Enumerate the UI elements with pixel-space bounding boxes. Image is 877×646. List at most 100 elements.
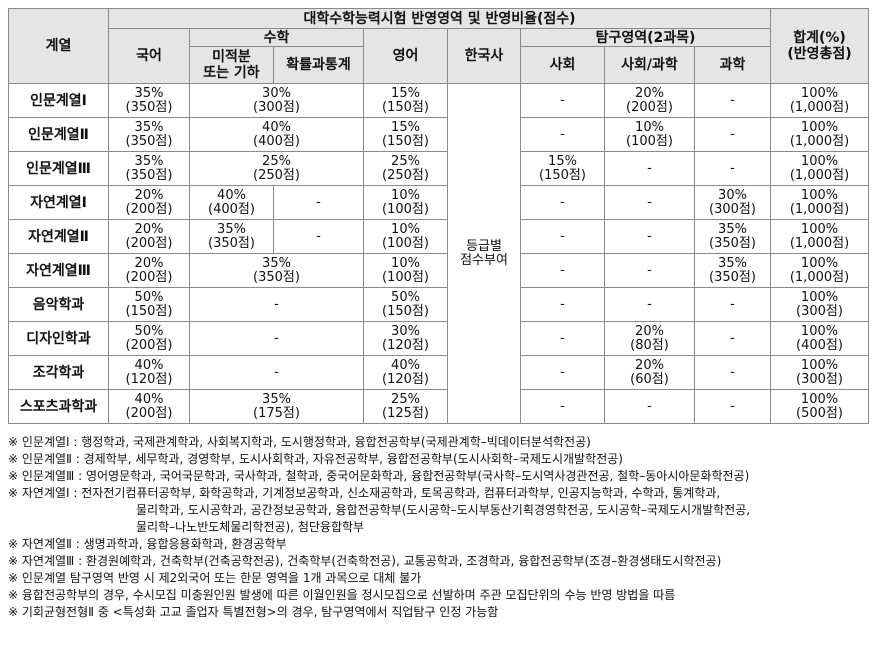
- note-line: ※ 인문계열Ⅰ : 행정학과, 국제관계학과, 사회복지학과, 도시행정학과, …: [8, 435, 591, 449]
- cell-science: 30% (300점): [693, 185, 772, 220]
- cell-social: -: [520, 321, 605, 356]
- header-category: 계열: [8, 8, 109, 84]
- cell-korean: 20% (200점): [108, 253, 190, 288]
- note-line: ※ 인문계열Ⅱ : 경제학부, 세무학과, 경영학부, 도시사회학과, 자유전공…: [8, 452, 623, 466]
- cell-math-combined: 25% (250점): [189, 151, 364, 186]
- cell-science: -: [693, 83, 772, 118]
- cell-math-prob-stat: -: [273, 219, 364, 254]
- cell-history: 등급별 점수부여: [447, 83, 521, 424]
- cell-social: -: [520, 287, 605, 322]
- header-english: 영어: [363, 28, 448, 84]
- cell-science: -: [693, 321, 772, 356]
- cell-korean: 50% (150점): [108, 287, 190, 322]
- cell-total: 100% (1,000점): [770, 185, 870, 220]
- row-category: 자연계열Ⅰ: [8, 185, 109, 220]
- cell-social-science: 20% (80점): [604, 321, 695, 356]
- cell-korean: 35% (350점): [108, 83, 190, 118]
- cell-science: -: [693, 151, 772, 186]
- cell-english: 40% (120점): [363, 355, 448, 390]
- cell-social-science: -: [604, 389, 695, 424]
- cell-math-calc-geo: 40% (400점): [189, 185, 274, 220]
- cell-korean: 35% (350점): [108, 151, 190, 186]
- cell-korean: 40% (200점): [108, 389, 190, 424]
- cell-science: -: [693, 117, 772, 152]
- cell-science: -: [693, 389, 772, 424]
- cell-math-combined: 35% (175점): [189, 389, 364, 424]
- cell-korean: 20% (200점): [108, 219, 190, 254]
- cell-social: -: [520, 253, 605, 288]
- cell-english: 30% (120점): [363, 321, 448, 356]
- cell-english: 25% (125점): [363, 389, 448, 424]
- row-category: 자연계열Ⅲ: [8, 253, 109, 288]
- table-row: 자연계열Ⅲ 20% (200점) 35% (350점) 10% (100점) - -35% (35…: [8, 253, 870, 288]
- note-line: ※ 자연계열Ⅲ : 환경원예학과, 건축학부(건축공학전공), 건축학부(건축학…: [8, 554, 722, 568]
- cell-social-science: -: [604, 253, 695, 288]
- row-category: 인문계열Ⅲ: [8, 151, 109, 186]
- header-science: 과학: [693, 46, 772, 84]
- table-row: 자연계열Ⅰ 20% (200점) 40% (400점) -10% (100점) - -30% (3…: [8, 185, 870, 220]
- admission-table: 계열 대학수학능력시험 반영영역 및 반영비율(점수) 합계(%) (반영총점) …: [8, 8, 870, 424]
- row-category: 스포츠과학과: [8, 389, 109, 424]
- cell-english: 10% (100점): [363, 185, 448, 220]
- cell-english: 25% (250점): [363, 151, 448, 186]
- cell-math-combined: -: [189, 321, 364, 356]
- note-line: ※ 인문계열 탐구영역 반영 시 제2외국어 또는 한문 영역을 1개 과목으로…: [8, 571, 422, 585]
- cell-social-science: -: [604, 185, 695, 220]
- cell-total: 100% (1,000점): [770, 83, 870, 118]
- cell-math-prob-stat: -: [273, 185, 364, 220]
- cell-science: -: [693, 355, 772, 390]
- cell-total: 100% (1,000점): [770, 253, 870, 288]
- table-row: 인문계열Ⅰ 35% (350점) 30% (300점) 15% (150점) 등급별 점수부여 -…: [8, 83, 870, 424]
- cell-social: 15% (150점): [520, 151, 605, 186]
- cell-total: 100% (500점): [770, 389, 870, 424]
- cell-social: -: [520, 185, 605, 220]
- cell-social: -: [520, 355, 605, 390]
- row-category: 인문계열Ⅰ: [8, 83, 109, 118]
- row-category: 인문계열Ⅱ: [8, 117, 109, 152]
- cell-social-science: 20% (200점): [604, 83, 695, 118]
- header-total: 합계(%) (반영총점): [770, 8, 870, 84]
- header-korean: 국어: [108, 28, 190, 84]
- cell-science: 35% (350점): [693, 253, 772, 288]
- cell-total: 100% (1,000점): [770, 117, 870, 152]
- cell-korean: 40% (120점): [108, 355, 190, 390]
- cell-total: 100% (1,000점): [770, 219, 870, 254]
- table-row: 음악학과 50% (150점) -50% (150점) - - -100% (300점): [8, 287, 870, 322]
- cell-total: 100% (1,000점): [770, 151, 870, 186]
- header-math: 수학: [189, 28, 364, 47]
- cell-korean: 35% (350점): [108, 117, 190, 152]
- note-line: 물리학–나노반도체물리학전공), 첨단융합학부: [136, 520, 365, 534]
- cell-social-science: -: [604, 219, 695, 254]
- table-row: 인문계열Ⅱ 35% (350점) 40% (400점) 15% (150점) -10% (100…: [8, 117, 870, 152]
- cell-math-combined: 30% (300점): [189, 83, 364, 118]
- cell-social: -: [520, 83, 605, 118]
- cell-social: -: [520, 117, 605, 152]
- row-category: 디자인학과: [8, 321, 109, 356]
- cell-social: -: [520, 219, 605, 254]
- cell-math-combined: 40% (400점): [189, 117, 364, 152]
- row-category: 자연계열Ⅱ: [8, 219, 109, 254]
- cell-math-combined: -: [189, 355, 364, 390]
- table-row: 조각학과 40% (120점) -40% (120점) -20% (60점) -100% (30…: [8, 355, 870, 390]
- cell-social-science: -: [604, 151, 695, 186]
- cell-english: 15% (150점): [363, 117, 448, 152]
- note-line: ※ 자연계열Ⅰ : 전자전기컴퓨터공학부, 화학공학과, 기계정보공학과, 신소…: [8, 486, 721, 500]
- header-math-calc-geo: 미적분 또는 기하: [189, 46, 274, 84]
- row-category: 조각학과: [8, 355, 109, 390]
- header-group-title: 대학수학능력시험 반영영역 및 반영비율(점수): [107, 8, 772, 29]
- row-category: 음악학과: [8, 287, 109, 322]
- notes-section: ※ 인문계열Ⅰ : 행정학과, 국제관계학과, 사회복지학과, 도시행정학과, …: [8, 434, 870, 621]
- cell-total: 100% (300점): [770, 355, 870, 390]
- cell-math-combined: -: [189, 287, 364, 322]
- cell-science: -: [693, 287, 772, 322]
- cell-korean: 50% (200점): [108, 321, 190, 356]
- cell-social-science: 10% (100점): [604, 117, 695, 152]
- cell-total: 100% (300점): [770, 287, 870, 322]
- cell-english: 10% (100점): [363, 253, 448, 288]
- table-row: 디자인학과 50% (200점) -30% (120점) -20% (80점) -100% (4…: [8, 321, 870, 356]
- cell-total: 100% (400점): [770, 321, 870, 356]
- note-line: ※ 융합전공학부의 경우, 수시모집 미충원인원 발생에 따른 이월인원을 정시…: [8, 588, 676, 602]
- cell-korean: 20% (200점): [108, 185, 190, 220]
- header-social: 사회: [520, 46, 605, 84]
- note-line: 물리학과, 도시공학과, 공간정보공학과, 융합전공학부(도시공학–도시부동산기…: [136, 503, 751, 517]
